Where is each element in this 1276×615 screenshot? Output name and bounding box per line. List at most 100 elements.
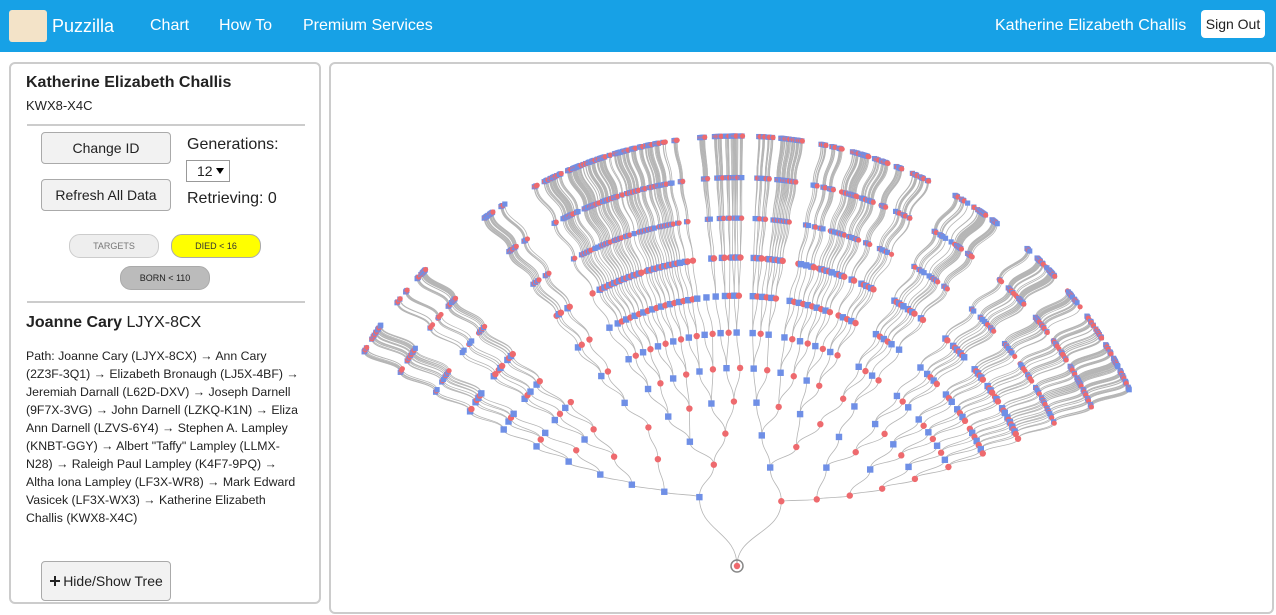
ancestor-node [935, 279, 940, 284]
tree-edge [652, 309, 665, 343]
refresh-button[interactable]: Refresh All Data [41, 179, 171, 211]
ancestor-node [1029, 378, 1034, 383]
ancestor-node [453, 296, 458, 301]
brand[interactable]: Puzzilla [52, 16, 114, 37]
tree-edge [753, 333, 754, 369]
ancestor-node [759, 432, 765, 438]
tree-edge [756, 403, 761, 436]
filter-targets[interactable]: TARGETS [69, 234, 159, 258]
ancestor-node [696, 494, 702, 500]
tree-edge [847, 284, 861, 319]
tree-edge [693, 261, 697, 299]
tree-edge [780, 221, 785, 260]
selected-name: Joanne Cary [26, 314, 122, 331]
tree-edge [807, 346, 816, 380]
tree-edge [856, 434, 885, 452]
tree-edge [540, 381, 566, 408]
nav-link[interactable]: How To [219, 17, 272, 35]
tree-edge [436, 392, 470, 411]
user-name[interactable]: Katherine Elizabeth Challis [995, 17, 1186, 35]
nav-link[interactable]: Premium Services [303, 17, 433, 35]
tree-edge [901, 439, 933, 455]
tree-edge [753, 296, 758, 333]
tree-edge [794, 344, 808, 377]
tree-edge [876, 301, 894, 334]
tree-edge [723, 178, 724, 219]
selected-person: Joanne Cary LJYX-8CX [26, 314, 201, 332]
ancestor-node [657, 380, 663, 386]
tree-edge [545, 433, 576, 450]
tree-edge [798, 225, 805, 264]
ancestor-node [872, 421, 878, 427]
ancestor-node [557, 411, 563, 417]
ancestor-node [911, 310, 917, 316]
divider [27, 301, 305, 303]
ancestor-node [573, 447, 579, 453]
tree-edge [714, 434, 726, 465]
ancestor-node [434, 387, 439, 392]
tree-edge [565, 408, 593, 429]
ancestor-node [853, 449, 859, 455]
ancestry-path: Path: Joanne Cary (LJYX-8CX) → Ann Cary … [26, 347, 301, 527]
ancestor-node [655, 456, 661, 462]
ancestor-node [831, 187, 836, 192]
ancestor-node [934, 443, 940, 449]
tree-edge [882, 467, 908, 489]
ancestor-node [817, 421, 823, 427]
ancestor-node [791, 373, 797, 379]
tree-edge [770, 468, 781, 502]
tree-edge [770, 447, 796, 467]
ancestor-node [991, 329, 996, 334]
tree-edge [1028, 354, 1062, 376]
tree-edge [899, 318, 921, 349]
tree-edge [609, 328, 628, 360]
ancestor-node [482, 324, 487, 329]
ancestor-node [675, 138, 680, 143]
tree-edge [869, 252, 887, 287]
ancestor-node [398, 296, 403, 301]
tree-edge [735, 218, 736, 257]
tree-edge [756, 370, 767, 402]
generations-select[interactable]: 12 [186, 160, 230, 182]
tree-edge [762, 435, 770, 467]
filter-born[interactable]: BORN < 110 [120, 266, 210, 290]
tree-edge [670, 304, 681, 339]
ancestor-node [767, 464, 773, 470]
logo[interactable] [9, 10, 47, 42]
toggle-tree-button[interactable]: Hide/Show Tree [41, 561, 171, 601]
ancestor-node [1127, 387, 1132, 392]
change-id-button[interactable]: Change ID [41, 132, 171, 164]
tree-edge [509, 422, 541, 440]
tree-edge [924, 402, 952, 426]
tree-edge [839, 281, 855, 316]
tree-edge [762, 407, 779, 436]
tree-edge [754, 369, 757, 403]
tree-edge [668, 417, 690, 442]
ancestor-node [1021, 302, 1026, 307]
ancestor-node [921, 270, 926, 275]
tree-edge [737, 218, 738, 257]
ancestor-node [538, 436, 544, 442]
ancestor-node [590, 426, 596, 432]
tree-edge [879, 350, 899, 381]
ancestor-node [787, 219, 792, 224]
tree-edge [909, 453, 942, 467]
navbar: Puzzilla Chart How To Premium Services K… [0, 0, 1276, 52]
tree-edge [634, 275, 648, 311]
tree-edge [602, 289, 618, 324]
ancestor-node [501, 426, 507, 432]
tree-edge [820, 399, 843, 424]
ancestor-node [629, 481, 635, 487]
filter-died[interactable]: DIED < 16 [171, 234, 261, 258]
ancestor-node [703, 294, 709, 300]
sign-out-button[interactable]: Sign Out [1201, 10, 1265, 38]
ancestor-node [750, 365, 756, 371]
tree-edge [688, 222, 693, 261]
ancestor-node [885, 161, 890, 166]
ancestor-node [739, 175, 744, 180]
tree-edge [817, 468, 827, 500]
ancestor-node [722, 430, 728, 436]
ancestor-node [852, 320, 858, 326]
tree-edge [629, 277, 643, 312]
nav-link[interactable]: Chart [150, 17, 189, 35]
